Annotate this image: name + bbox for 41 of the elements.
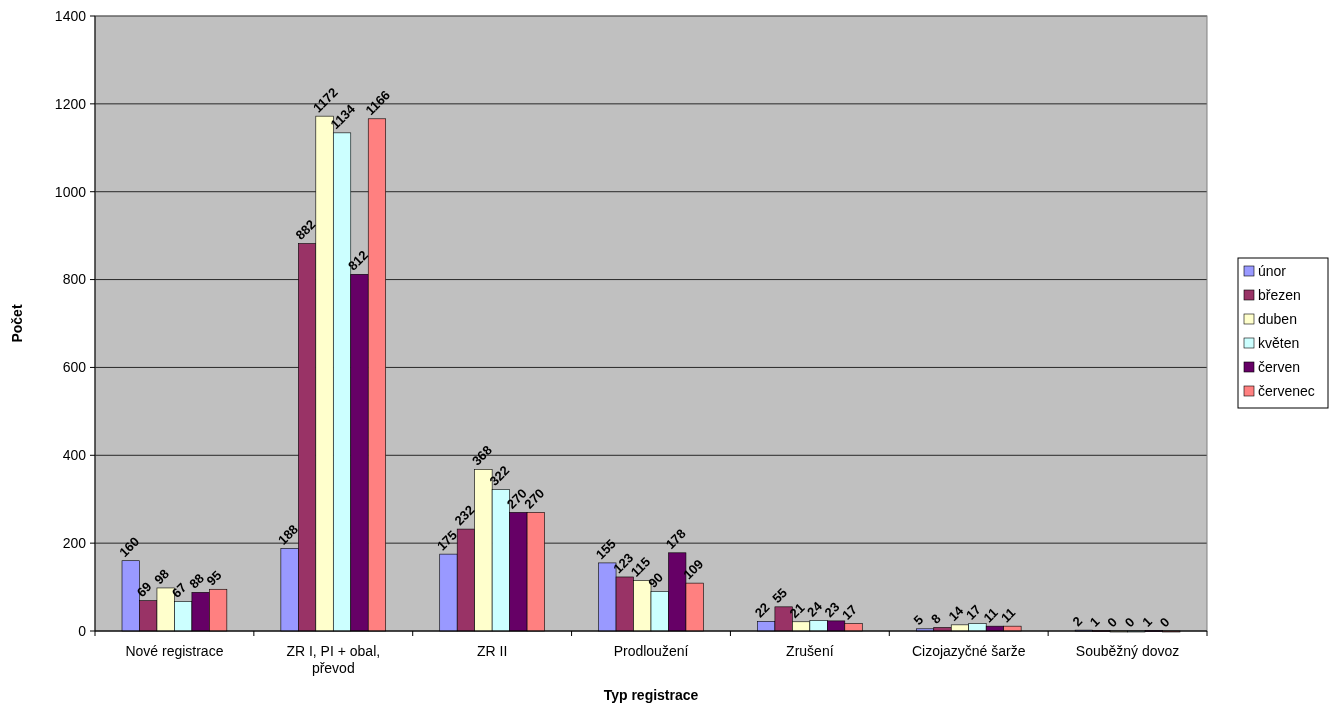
y-tick-label: 200	[62, 535, 87, 552]
y-tick-label: 0	[78, 622, 87, 639]
x-tick-label: ZR II	[476, 643, 508, 659]
data-label: 1	[1139, 613, 1156, 630]
legend-label: červen	[1258, 358, 1301, 375]
data-label: 0	[1104, 614, 1121, 631]
x-tick-label: Cizojazyčné šarže	[911, 643, 1026, 659]
data-label: 232	[451, 502, 478, 529]
data-label: 109	[680, 556, 707, 583]
data-label: 812	[345, 247, 371, 274]
x-tick-label: Prodloužení	[613, 643, 689, 659]
y-tick-label: 400	[62, 447, 87, 464]
legend-label: březen	[1258, 286, 1301, 303]
data-label: 155	[592, 536, 619, 563]
data-label: 1	[1086, 613, 1103, 630]
y-tick-label: 1400	[54, 7, 87, 24]
y-axis-title: Počet	[9, 304, 25, 343]
data-label: 90	[645, 569, 667, 591]
data-label: 5	[910, 612, 927, 628]
y-tick-label: 1200	[54, 95, 87, 112]
data-label: 178	[662, 525, 689, 552]
y-tick-label: 800	[62, 271, 87, 288]
legend-label: červenec	[1258, 382, 1315, 399]
x-tick-label: ZR I, PI + obal, převod	[286, 643, 381, 676]
legend-label: únor	[1258, 262, 1287, 279]
y-tick-label: 1000	[54, 183, 87, 200]
y-tick-label: 600	[62, 359, 87, 376]
data-label: 0	[1121, 614, 1138, 631]
x-tick-label: Zrušení	[786, 643, 834, 659]
data-label: 188	[275, 521, 302, 548]
legend-label: duben	[1258, 310, 1297, 327]
data-label: 175	[433, 527, 460, 554]
legend-label: květen	[1258, 334, 1300, 351]
data-label: 8	[928, 610, 944, 627]
x-tick-label: Nové registrace	[125, 643, 224, 659]
x-axis-title: Typ registrace	[603, 687, 699, 703]
data-label: 882	[292, 216, 319, 243]
x-tick-label: Souběžný dovoz	[1075, 643, 1180, 659]
data-label: 0	[1156, 614, 1173, 631]
data-label: 2	[1069, 613, 1086, 630]
data-label: 160	[116, 533, 143, 560]
